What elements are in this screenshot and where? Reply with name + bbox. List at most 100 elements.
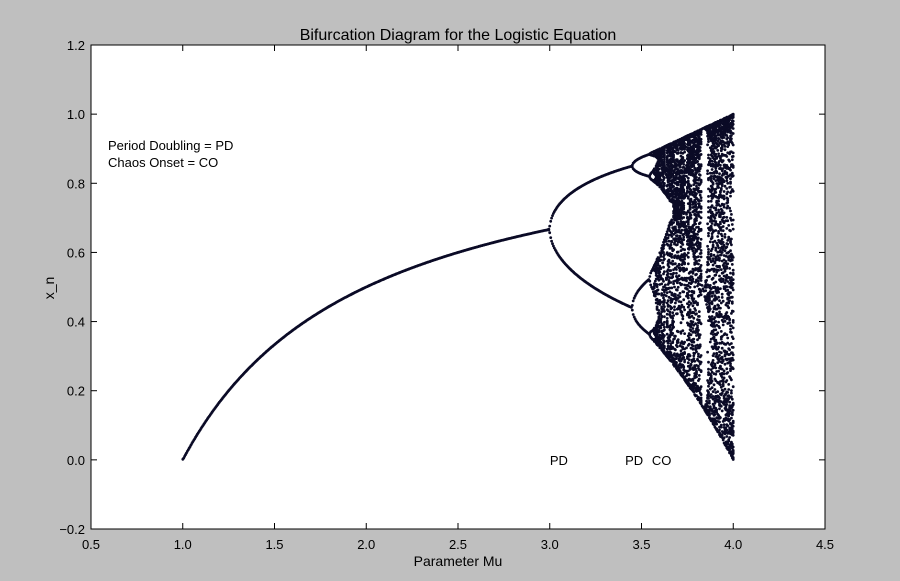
- data-point: [698, 333, 702, 337]
- data-point: [690, 275, 694, 279]
- data-point: [727, 293, 731, 297]
- data-point: [713, 401, 717, 405]
- data-point: [666, 262, 670, 266]
- data-point: [686, 233, 690, 237]
- data-point: [728, 418, 731, 422]
- data-point: [686, 196, 690, 200]
- data-point: [690, 241, 694, 245]
- data-point: [714, 229, 718, 232]
- data-point: [657, 256, 661, 260]
- data-point: [731, 268, 735, 272]
- data-point: [693, 359, 697, 363]
- data-point: [675, 345, 679, 348]
- data-point: [729, 362, 732, 366]
- data-point: [711, 257, 715, 260]
- data-point: [697, 186, 700, 190]
- data-point: [706, 244, 709, 248]
- data-point: [729, 209, 732, 213]
- data-point: [671, 259, 675, 263]
- data-point: [699, 360, 703, 364]
- data-point: [677, 274, 681, 278]
- data-point: [730, 378, 733, 382]
- annotation-label-1: PD: [625, 453, 643, 468]
- data-point: [714, 161, 718, 165]
- data-point: [725, 428, 729, 432]
- data-point: [547, 228, 551, 232]
- data-point: [675, 298, 678, 302]
- data-point: [663, 350, 666, 353]
- data-point: [711, 310, 715, 314]
- data-point: [663, 315, 666, 319]
- data-point: [692, 183, 696, 187]
- data-point: [695, 207, 698, 211]
- data-point: [686, 296, 690, 300]
- data-point: [710, 210, 714, 214]
- data-point: [674, 262, 677, 266]
- data-point: [696, 284, 699, 288]
- data-point: [682, 298, 686, 302]
- data-point: [731, 271, 735, 275]
- data-point: [697, 328, 700, 332]
- data-point: [725, 333, 729, 337]
- x-tick-label: 2.0: [357, 537, 375, 552]
- data-point: [731, 402, 735, 406]
- y-tick-label: 1.0: [67, 107, 85, 122]
- data-point: [714, 366, 718, 370]
- data-point: [686, 222, 690, 226]
- data-point: [718, 264, 721, 268]
- data-point: [670, 218, 674, 222]
- data-point: [731, 358, 735, 362]
- data-point: [670, 253, 674, 256]
- x-tick-label: 4.0: [724, 537, 742, 552]
- data-point: [678, 266, 682, 269]
- data-point: [695, 350, 698, 354]
- data-point: [707, 391, 710, 395]
- data-point: [731, 310, 735, 313]
- data-point: [731, 445, 735, 449]
- data-point: [728, 348, 731, 352]
- data-point: [731, 132, 735, 135]
- data-point: [699, 322, 703, 326]
- data-point: [677, 263, 681, 267]
- scatter-points: [181, 112, 735, 461]
- data-point: [723, 362, 727, 366]
- data-point: [721, 380, 725, 383]
- data-point: [729, 185, 732, 189]
- data-point: [731, 431, 735, 435]
- data-point: [663, 151, 666, 155]
- data-point: [711, 245, 715, 249]
- data-point: [722, 369, 726, 373]
- data-point: [710, 370, 714, 374]
- data-point: [681, 317, 685, 321]
- data-point: [726, 424, 730, 428]
- data-point: [699, 227, 703, 231]
- data-point: [687, 290, 691, 293]
- data-point: [721, 384, 725, 388]
- data-point: [713, 316, 717, 319]
- data-point: [686, 251, 690, 255]
- data-point: [699, 255, 703, 259]
- data-point: [695, 219, 698, 222]
- data-point: [709, 177, 713, 181]
- data-point: [672, 248, 675, 252]
- data-point: [660, 282, 664, 286]
- data-point: [730, 223, 734, 226]
- data-point: [721, 159, 725, 163]
- data-point: [669, 243, 673, 246]
- data-point: [727, 306, 731, 310]
- data-point: [728, 159, 731, 163]
- data-point: [713, 413, 717, 416]
- data-point: [670, 300, 674, 304]
- data-point: [707, 138, 710, 141]
- data-point: [721, 277, 725, 281]
- data-point: [676, 221, 680, 224]
- data-point: [693, 285, 697, 289]
- data-point: [695, 372, 698, 376]
- y-tick-label: 0.8: [67, 176, 85, 191]
- data-point: [699, 276, 703, 280]
- data-point: [693, 352, 697, 355]
- data-point: [724, 426, 728, 430]
- data-point: [729, 194, 732, 198]
- data-point: [686, 209, 690, 213]
- data-point: [728, 267, 731, 270]
